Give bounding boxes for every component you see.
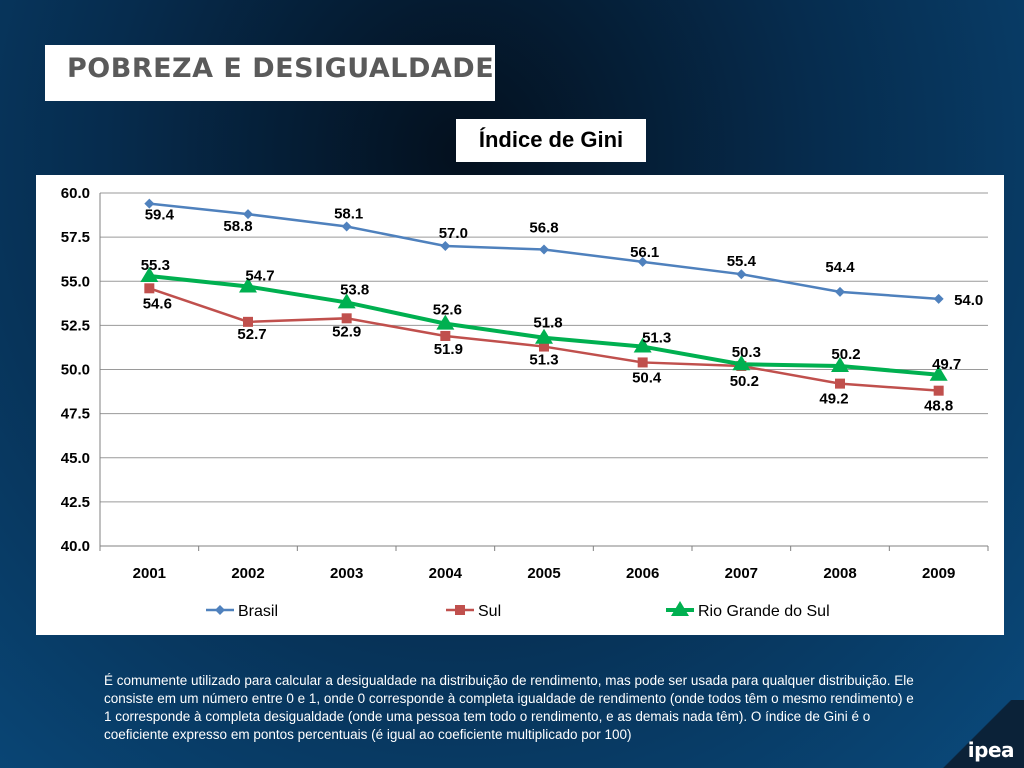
x-tick-label: 2007 xyxy=(725,565,758,582)
data-label-rio-grande-do-sul: 50.2 xyxy=(831,346,860,363)
data-point-brasil xyxy=(736,269,747,280)
x-tick-label: 2002 xyxy=(231,565,264,582)
data-point-sul xyxy=(835,378,845,389)
data-point-sul xyxy=(539,341,549,352)
data-label-brasil: 55.4 xyxy=(727,253,757,270)
data-point-rio-grande-do-sul xyxy=(831,356,849,372)
data-point-rio-grande-do-sul xyxy=(140,266,159,282)
data-label-sul: 51.3 xyxy=(529,352,558,369)
data-point-brasil xyxy=(341,221,352,232)
data-label-rio-grande-do-sul: 49.7 xyxy=(932,356,961,373)
data-point-rio-grande-do-sul xyxy=(436,314,455,330)
y-tick-label: 45.0 xyxy=(61,450,90,467)
data-label-rio-grande-do-sul: 53.8 xyxy=(340,281,369,298)
data-label-sul: 52.9 xyxy=(332,323,361,340)
data-point-brasil xyxy=(539,244,549,255)
y-tick-label: 55.0 xyxy=(61,273,90,290)
x-tick-label: 2001 xyxy=(133,565,166,582)
data-label-sul: 51.9 xyxy=(434,341,463,358)
data-point-brasil xyxy=(144,198,155,209)
chart-title: Índice de Gini xyxy=(478,127,624,152)
chart-area: 40.0 42.5 45.0 47.5 50.0 52.5 55.0 57.5 60.0 2001… xyxy=(36,175,1004,635)
data-point-sul xyxy=(440,330,451,341)
y-tick-label: 50.0 xyxy=(61,362,90,379)
x-tick-label: 2009 xyxy=(922,565,955,582)
data-label-brasil: 54.4 xyxy=(825,259,855,276)
description-text: É comumente utilizado para calcular a de… xyxy=(104,673,914,742)
data-label-sul: 48.8 xyxy=(924,398,953,415)
data-point-rio-grande-do-sul xyxy=(337,293,356,309)
ipea-logo-text: ipea xyxy=(967,738,1015,762)
data-label-brasil: 56.8 xyxy=(529,219,558,236)
data-label-rio-grande-do-sul: 54.7 xyxy=(245,268,274,285)
data-label-brasil: 56.1 xyxy=(630,244,659,261)
gini-line-chart: 40.0 42.5 45.0 47.5 50.0 52.5 55.0 57.5 60.0 2001… xyxy=(61,185,989,620)
data-point-brasil xyxy=(637,256,648,267)
data-label-sul: 52.7 xyxy=(237,326,266,343)
data-point-sul xyxy=(341,313,352,324)
data-label-sul: 50.2 xyxy=(730,373,759,390)
data-point-sul xyxy=(144,283,155,294)
data-label-brasil: 57.0 xyxy=(439,225,468,242)
data-label-brasil: 59.4 xyxy=(145,207,175,224)
x-tick-label: 2008 xyxy=(823,565,856,582)
data-point-rio-grande-do-sul xyxy=(535,328,553,344)
header-title-box: POBREZA E DESIGUALDADE xyxy=(45,45,495,101)
data-label-rio-grande-do-sul: 55.3 xyxy=(141,257,170,274)
data-label-sul: 50.4 xyxy=(632,369,662,386)
legend-marker-brasil xyxy=(215,605,225,615)
x-tick-label: 2005 xyxy=(527,565,560,582)
data-label-brasil: 58.8 xyxy=(223,218,252,235)
legend-marker-rio-grande-do-sul xyxy=(671,601,689,616)
legend-label-sul: Sul xyxy=(478,603,501,620)
data-point-rio-grande-do-sul xyxy=(929,365,948,381)
chart-title-box: Índice de Gini xyxy=(456,119,646,162)
data-label-sul: 54.6 xyxy=(143,295,172,312)
data-label-brasil: 54.0 xyxy=(954,292,983,309)
data-point-sul xyxy=(243,316,253,327)
x-tick-label: 2004 xyxy=(429,565,463,582)
x-tick-label: 2006 xyxy=(626,565,659,582)
data-label-rio-grande-do-sul: 51.8 xyxy=(533,315,562,332)
data-label-sul: 49.2 xyxy=(819,391,848,408)
y-tick-label: 52.5 xyxy=(61,317,90,334)
data-point-brasil xyxy=(243,209,253,220)
data-point-rio-grande-do-sul xyxy=(633,337,652,353)
y-tick-label: 40.0 xyxy=(61,538,90,555)
data-point-brasil xyxy=(933,293,944,304)
page-title: POBREZA E DESIGUALDADE xyxy=(67,53,495,84)
legend-label-brasil: Brasil xyxy=(238,603,278,620)
data-label-brasil: 58.1 xyxy=(334,206,363,223)
legend-label-rio-grande-do-sul: Rio Grande do Sul xyxy=(698,603,830,620)
y-tick-label: 57.5 xyxy=(61,229,90,246)
data-point-sul xyxy=(933,385,944,396)
data-label-rio-grande-do-sul: 50.3 xyxy=(732,344,761,361)
y-tick-label: 47.5 xyxy=(61,406,90,423)
data-label-rio-grande-do-sul: 51.3 xyxy=(642,330,671,347)
y-tick-label: 60.0 xyxy=(61,185,90,202)
x-tick-label: 2003 xyxy=(330,565,363,582)
data-point-sul xyxy=(637,357,648,368)
y-tick-label: 42.5 xyxy=(61,494,90,511)
data-point-rio-grande-do-sul xyxy=(732,355,751,371)
ipea-logo: ipea xyxy=(935,700,1024,768)
data-point-brasil xyxy=(440,240,451,251)
data-label-rio-grande-do-sul: 52.6 xyxy=(433,302,462,319)
data-point-brasil xyxy=(835,286,845,297)
legend-marker-sul xyxy=(455,605,465,615)
data-point-rio-grande-do-sul xyxy=(239,277,257,293)
